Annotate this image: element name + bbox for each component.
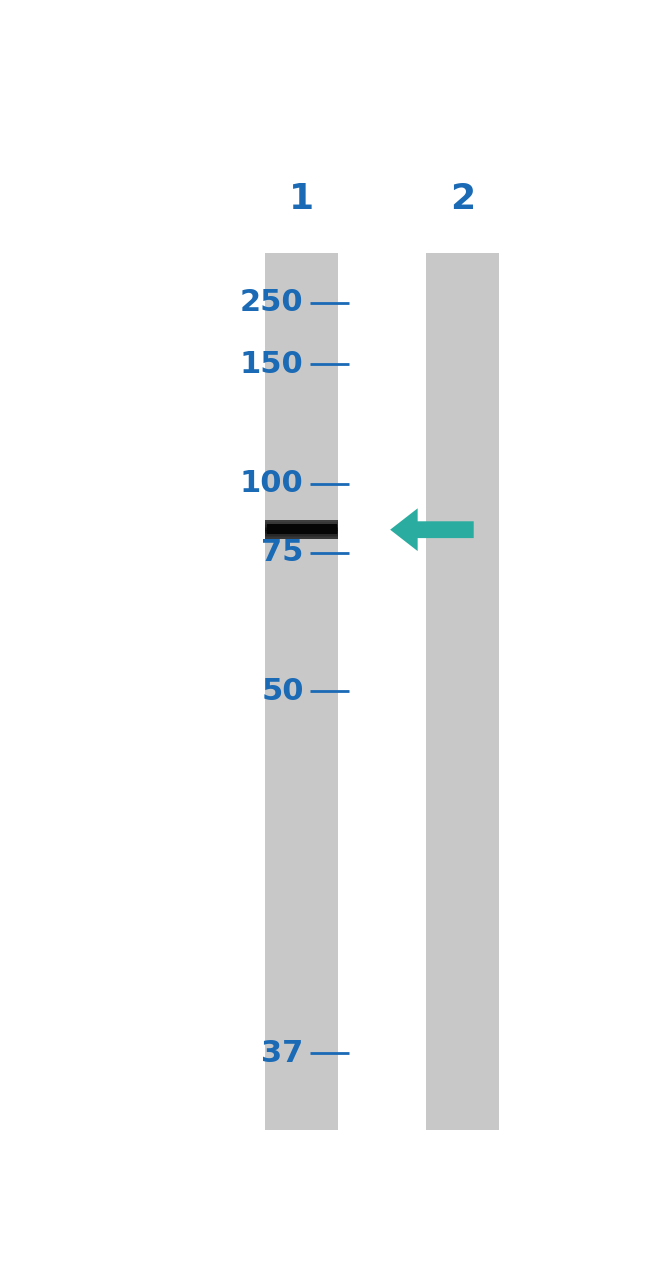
Text: 50: 50 [261, 677, 304, 706]
Bar [265, 523, 338, 526]
Text: 1: 1 [289, 182, 314, 216]
Bar [426, 253, 499, 1130]
Bar [265, 530, 338, 532]
Bar [265, 527, 338, 528]
Text: 100: 100 [240, 469, 304, 498]
Bar [265, 253, 338, 1130]
Text: 37: 37 [261, 1039, 304, 1068]
Bar [265, 525, 338, 527]
Text: 75: 75 [261, 538, 304, 568]
Bar [265, 533, 338, 535]
Bar [265, 535, 338, 536]
Bar [265, 537, 338, 540]
Text: 250: 250 [240, 288, 304, 318]
Bar [265, 531, 338, 533]
Bar [265, 521, 338, 522]
Bar [266, 525, 337, 535]
Bar [265, 536, 338, 537]
Bar [265, 528, 338, 530]
Text: 2: 2 [450, 182, 475, 216]
Bar [265, 522, 338, 525]
Text: 150: 150 [240, 349, 304, 378]
